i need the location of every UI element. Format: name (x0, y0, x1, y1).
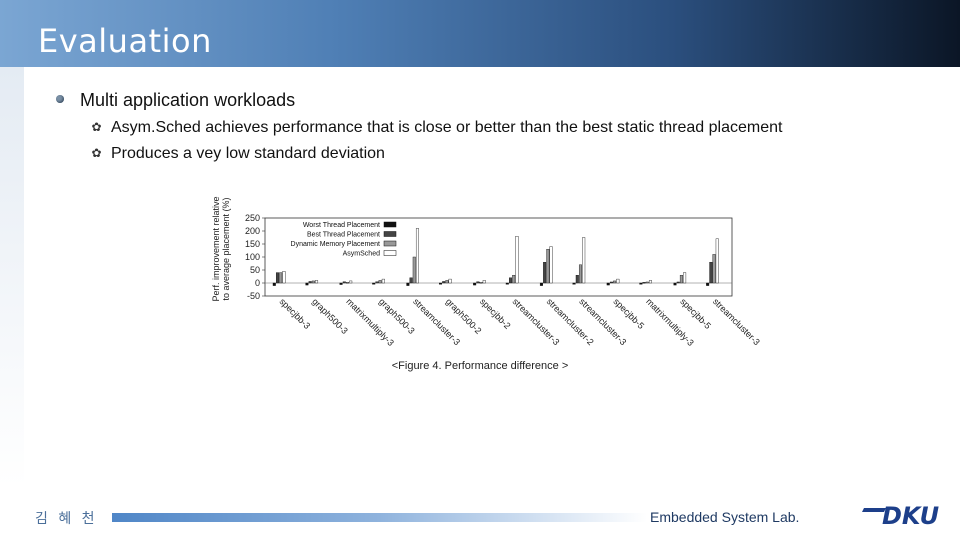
bar (442, 281, 446, 284)
x-tick-label: specjbb-2 (478, 296, 513, 331)
sub-bullet-text-1: Asym.Sched achieves performance that is … (111, 119, 783, 136)
legend-swatch (383, 240, 397, 247)
footer-author: 김 혜 천 (35, 511, 98, 527)
bar (412, 256, 416, 284)
footer-divider (112, 513, 647, 522)
bar (448, 278, 452, 284)
legend-label: Best Thread Placement (307, 232, 380, 239)
bar (609, 281, 613, 284)
y-axis-label: to average placement (%) (221, 197, 231, 300)
y-tick-label: -50 (247, 291, 260, 301)
bar (512, 274, 516, 284)
y-tick-label: 100 (245, 252, 260, 262)
bar (648, 280, 652, 284)
bar (378, 280, 382, 284)
y-axis-label: Perf. improvement relative (211, 196, 221, 301)
main-bullet-text: Multi application workloads (80, 90, 296, 110)
logo-text: DKU (882, 502, 939, 528)
bar (679, 274, 683, 284)
bar (308, 281, 312, 284)
bar (543, 261, 547, 284)
bar (505, 282, 509, 285)
legend-swatch (383, 250, 397, 256)
bar (406, 282, 410, 286)
legend-swatch (383, 231, 397, 237)
legend-label: Worst Thread Placement (303, 222, 380, 229)
bar (482, 280, 486, 284)
x-tick-label: graph500-3 (310, 296, 350, 336)
bar (639, 282, 643, 285)
bar (342, 281, 346, 284)
bar (381, 278, 385, 284)
footer-lab-name: Embedded System Lab. (650, 509, 800, 525)
bar (345, 282, 349, 284)
bar (409, 277, 413, 284)
dku-logo: DKU (862, 502, 939, 528)
bar (578, 264, 582, 284)
y-tick-label: 50 (250, 265, 260, 275)
x-tick-label: specjbb-5 (612, 296, 647, 331)
gear-bullet-icon: ✿ (91, 120, 102, 134)
x-tick-label: specjbb-5 (678, 296, 713, 331)
bar (415, 228, 419, 284)
bar (476, 281, 480, 284)
bar (282, 271, 286, 284)
disc-bullet-icon (56, 95, 64, 103)
bar (311, 280, 315, 284)
legend-label: Dynamic Memory Placement (291, 241, 381, 248)
bar (305, 282, 309, 286)
figure-caption: <Figure 4. Performance difference > (391, 360, 569, 372)
y-tick-label: 150 (245, 239, 260, 249)
bar (606, 282, 610, 286)
bar (683, 272, 687, 284)
gear-bullet-icon: ✿ (91, 146, 102, 160)
bar (539, 282, 543, 286)
legend-label: AsymSched (343, 251, 380, 258)
title-bar (0, 0, 960, 67)
x-tick-label: specjbb-3 (278, 296, 313, 331)
bar (572, 282, 576, 285)
bar (575, 274, 579, 284)
bar (676, 281, 680, 284)
bar (673, 282, 677, 286)
performance-chart: Perf. improvement relative to average pla… (211, 196, 762, 347)
bar (616, 278, 620, 284)
bar (375, 281, 379, 284)
sub-bullet-text-2: Produces a vey low standard deviation (111, 145, 385, 162)
bar (445, 280, 449, 284)
bar (712, 254, 716, 284)
legend-swatch (383, 221, 397, 228)
bar (439, 282, 443, 285)
bar (372, 282, 376, 285)
bar (709, 261, 713, 284)
bar (582, 237, 586, 284)
bar (473, 282, 477, 286)
y-tick-label: 250 (245, 213, 260, 223)
bar (349, 280, 353, 284)
bar (279, 272, 283, 284)
left-decoration (0, 67, 24, 487)
bar (272, 282, 276, 286)
bar (515, 236, 519, 284)
bar (715, 238, 719, 284)
bar (706, 282, 710, 286)
bar (613, 280, 617, 284)
bar (642, 282, 646, 284)
legend-box (280, 219, 398, 261)
bar (315, 280, 319, 284)
bar (549, 246, 553, 284)
slide-title: Evaluation (38, 22, 212, 60)
y-tick-label: 0 (255, 278, 260, 288)
bar (479, 282, 483, 284)
bar (546, 249, 550, 284)
bar (339, 282, 343, 285)
bar (645, 281, 649, 284)
x-tick-label: streamcluster-3 (711, 296, 762, 347)
bar (275, 272, 279, 284)
y-tick-label: 200 (245, 226, 260, 236)
bar (509, 277, 513, 284)
